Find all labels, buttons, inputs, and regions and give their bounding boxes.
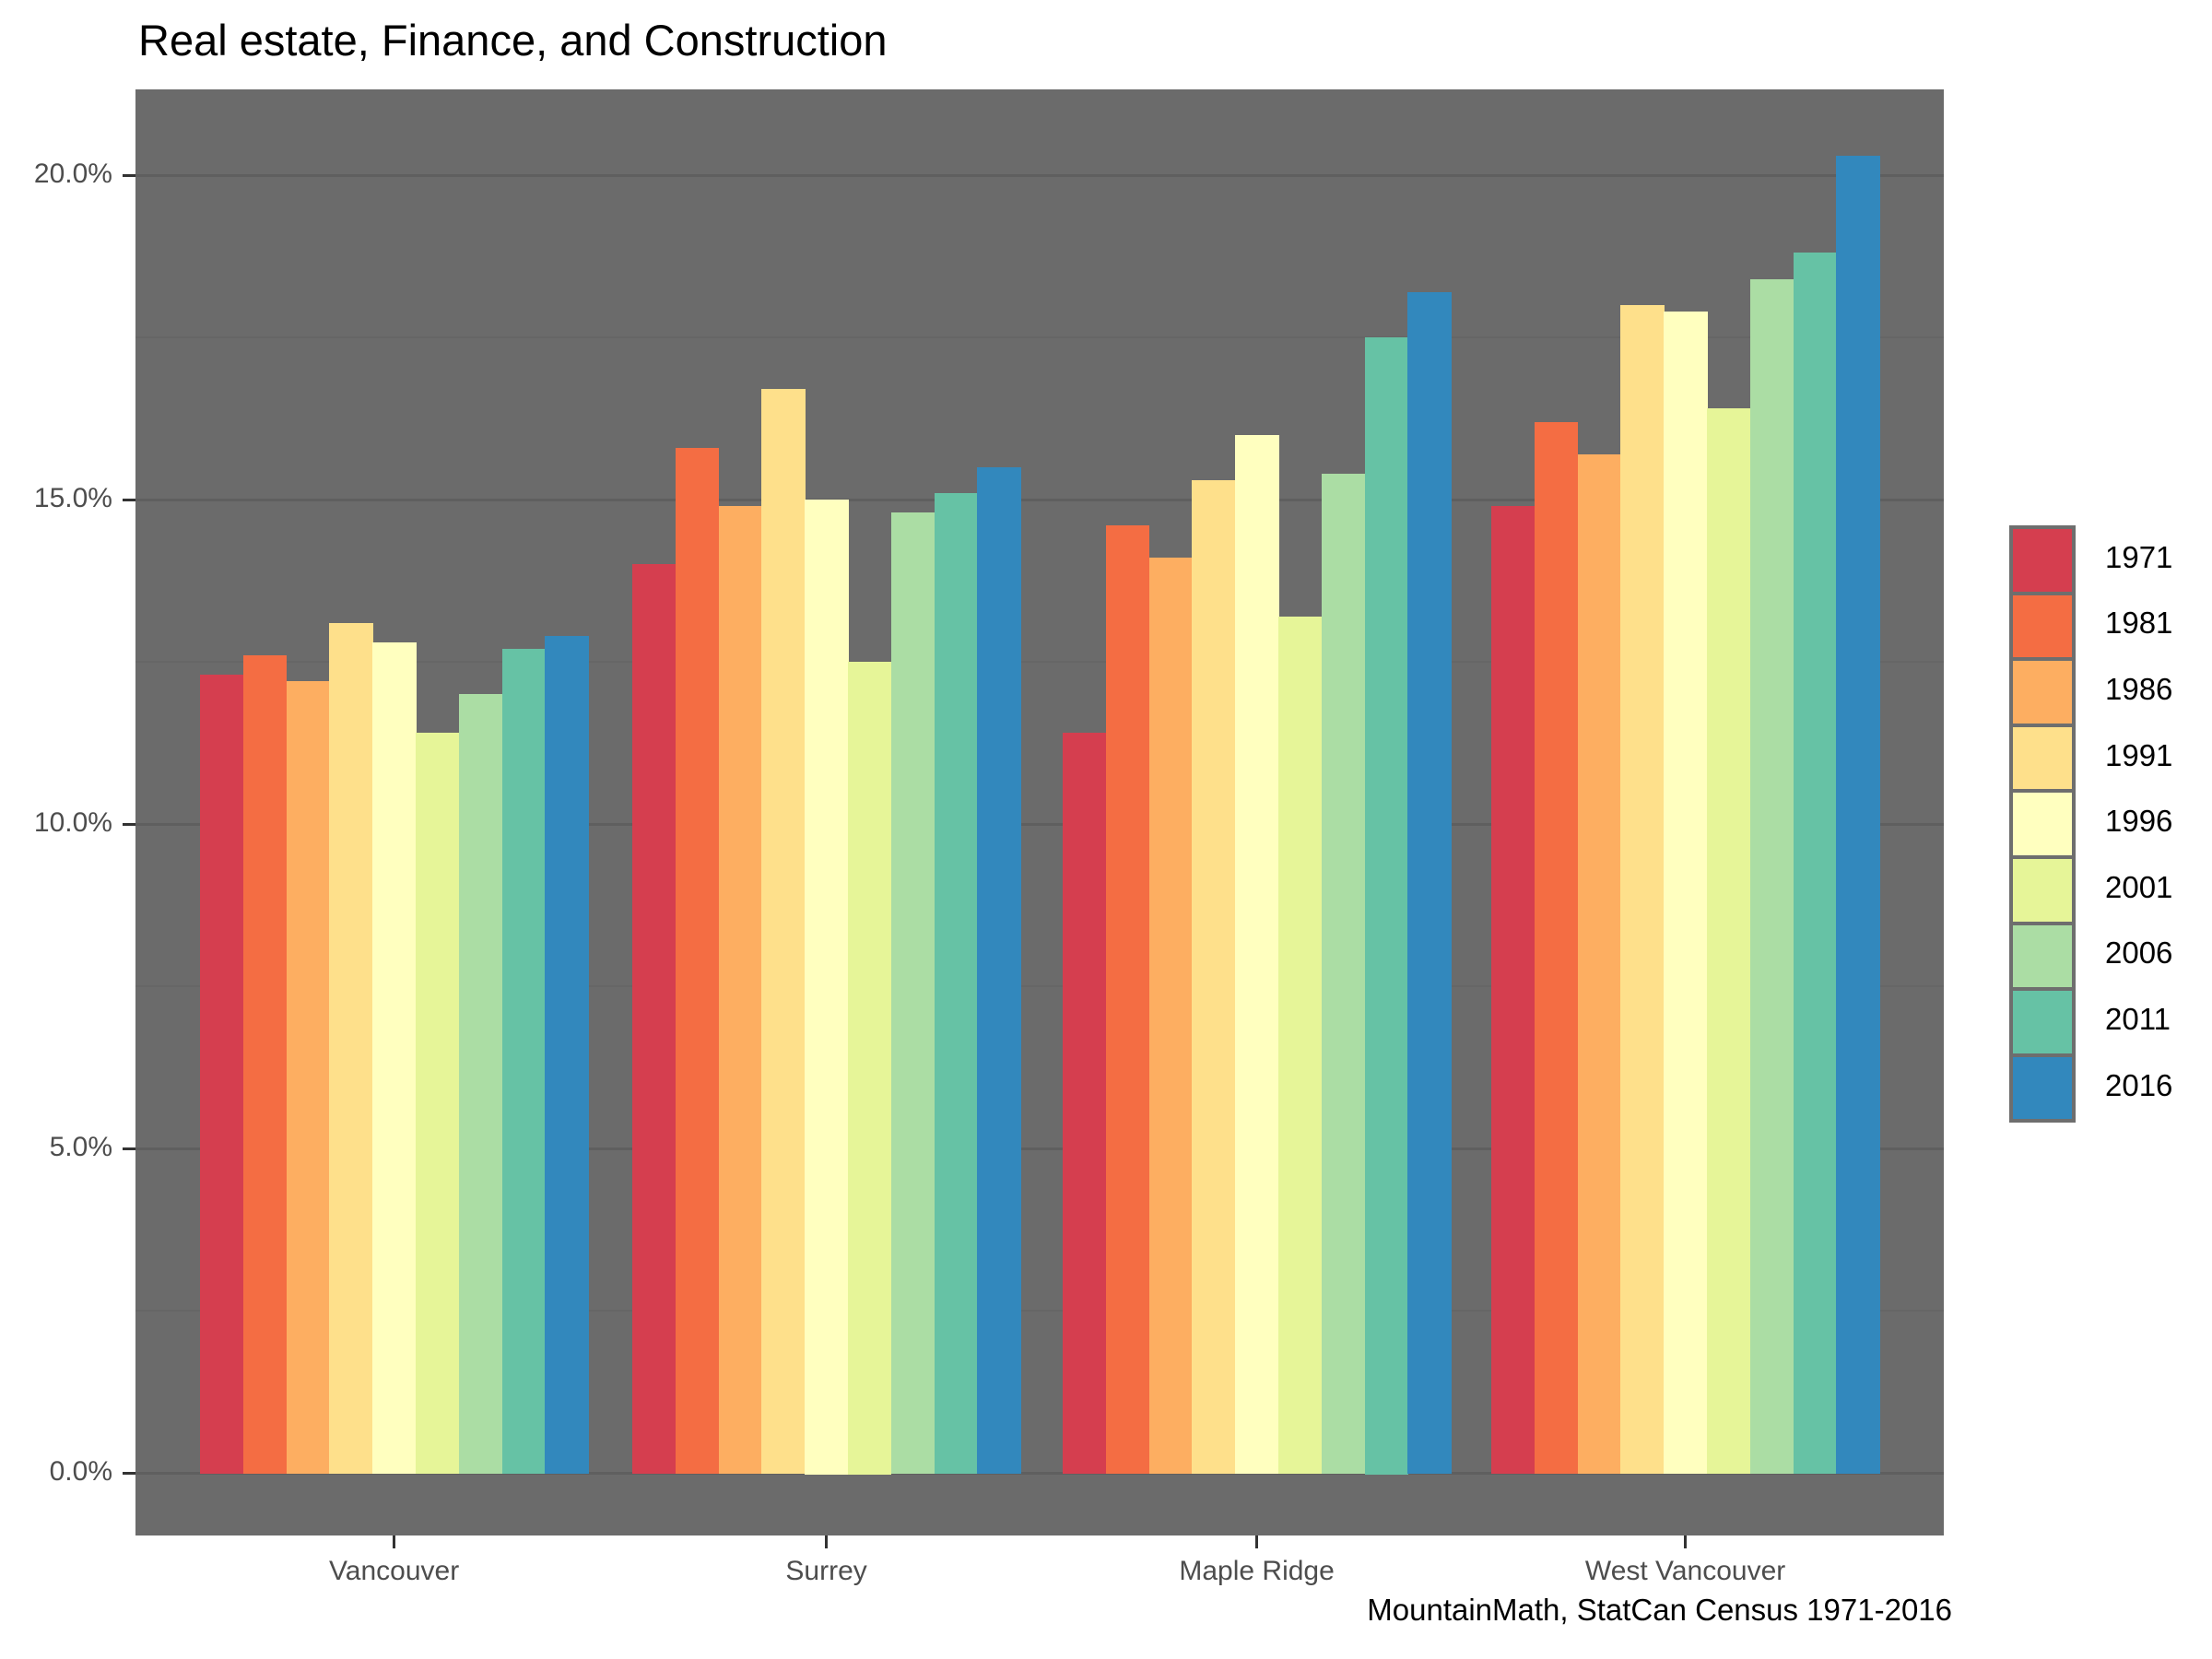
legend-key-1986 xyxy=(2009,657,2076,727)
legend-key-1996 xyxy=(2009,789,2076,859)
y-tick-label-5: 5.0% xyxy=(49,1132,112,1162)
gridline-minor-7.5 xyxy=(135,985,1944,987)
legend-label-2011: 2011 xyxy=(2105,1002,2171,1036)
x-tick-label-surrey: Surrey xyxy=(785,1556,867,1586)
legend-label-1996: 1996 xyxy=(2105,804,2173,839)
bar-west-vancouver-1971 xyxy=(1491,506,1535,1475)
x-tick-mark-west-vancouver xyxy=(1684,1535,1688,1548)
bar-surrey-1996 xyxy=(805,500,849,1475)
gridline-major-10 xyxy=(135,822,1944,826)
bar-west-vancouver-2001 xyxy=(1707,408,1751,1475)
gridline-major-0 xyxy=(135,1471,1944,1475)
x-tick-mark-maple-ridge xyxy=(1255,1535,1259,1548)
bar-west-vancouver-1986 xyxy=(1577,453,1621,1475)
y-tick-mark-20 xyxy=(123,173,135,177)
legend-label-2001: 2001 xyxy=(2105,869,2173,904)
bar-west-vancouver-1981 xyxy=(1534,421,1579,1475)
bar-surrey-2011 xyxy=(934,492,978,1475)
bar-vancouver-1996 xyxy=(372,641,417,1475)
bar-surrey-2016 xyxy=(977,466,1021,1475)
bar-maple-ridge-1996 xyxy=(1235,434,1279,1475)
legend-key-1981 xyxy=(2009,591,2076,662)
gridline-minor-2.5 xyxy=(135,1310,1944,1312)
gridline-major-20 xyxy=(135,173,1944,177)
bar-maple-ridge-2001 xyxy=(1278,616,1323,1475)
x-tick-label-west-vancouver: West Vancouver xyxy=(1584,1556,1786,1586)
legend-key-1971 xyxy=(2009,525,2076,595)
bar-west-vancouver-1996 xyxy=(1664,311,1708,1475)
y-tick-mark-15 xyxy=(123,498,135,501)
legend-label-1991: 1991 xyxy=(2105,737,2173,772)
gridline-major-15 xyxy=(135,498,1944,501)
gridline-major-5 xyxy=(135,1147,1944,1150)
bar-west-vancouver-1991 xyxy=(1620,304,1665,1475)
legend-label-1981: 1981 xyxy=(2105,606,2173,641)
bar-maple-ridge-1981 xyxy=(1105,525,1150,1475)
x-tick-mark-vancouver xyxy=(393,1535,396,1548)
y-tick-mark-0 xyxy=(123,1471,135,1475)
legend-key-2011 xyxy=(2009,987,2076,1057)
chart-title: Real estate, Finance, and Construction xyxy=(138,16,888,65)
bar-surrey-1971 xyxy=(632,564,677,1475)
legend-label-2006: 2006 xyxy=(2105,935,2173,971)
bar-maple-ridge-2011 xyxy=(1364,337,1408,1475)
bar-vancouver-2006 xyxy=(458,694,503,1475)
legend-key-2001 xyxy=(2009,855,2076,925)
legend-key-2016 xyxy=(2009,1053,2076,1124)
y-tick-label-10: 10.0% xyxy=(33,807,112,838)
bar-maple-ridge-2016 xyxy=(1407,291,1452,1475)
y-tick-mark-5 xyxy=(123,1147,135,1150)
bar-surrey-2001 xyxy=(848,662,892,1475)
bar-maple-ridge-1986 xyxy=(1148,558,1193,1475)
bar-west-vancouver-2006 xyxy=(1749,278,1794,1475)
bar-maple-ridge-1991 xyxy=(1192,479,1236,1475)
legend-key-2006 xyxy=(2009,921,2076,992)
y-tick-mark-10 xyxy=(123,822,135,826)
legend-key-1991 xyxy=(2009,723,2076,794)
x-tick-label-maple-ridge: Maple Ridge xyxy=(1179,1556,1335,1586)
bar-surrey-1991 xyxy=(761,389,806,1475)
legend-label-1971: 1971 xyxy=(2105,539,2173,574)
bar-surrey-2006 xyxy=(890,512,935,1475)
bar-west-vancouver-2016 xyxy=(1836,155,1880,1475)
bar-vancouver-1986 xyxy=(286,681,330,1475)
bar-vancouver-1971 xyxy=(200,675,244,1475)
gridline-minor-12.5 xyxy=(135,661,1944,663)
legend-label-1986: 1986 xyxy=(2105,672,2173,706)
legend-label-2016: 2016 xyxy=(2105,1067,2173,1102)
bar-vancouver-2016 xyxy=(545,635,589,1475)
y-tick-label-0: 0.0% xyxy=(49,1456,112,1487)
bar-maple-ridge-1971 xyxy=(1063,733,1107,1475)
bar-maple-ridge-2006 xyxy=(1321,473,1366,1475)
y-tick-label-15: 15.0% xyxy=(33,483,112,513)
bar-vancouver-1991 xyxy=(329,622,373,1475)
gridline-minor-17.5 xyxy=(135,336,1944,338)
bar-surrey-1981 xyxy=(675,447,720,1475)
bar-vancouver-2001 xyxy=(416,733,460,1475)
x-tick-label-vancouver: Vancouver xyxy=(328,1556,460,1586)
bar-vancouver-2011 xyxy=(501,648,546,1475)
x-tick-mark-surrey xyxy=(825,1535,829,1548)
bar-surrey-1986 xyxy=(718,506,762,1475)
y-tick-label-20: 20.0% xyxy=(33,159,112,189)
bar-vancouver-1981 xyxy=(242,654,288,1475)
bar-west-vancouver-2011 xyxy=(1793,253,1837,1475)
plot-panel xyxy=(135,89,1944,1535)
chart-caption: MountainMath, StatCan Census 1971-2016 xyxy=(1367,1593,1952,1627)
